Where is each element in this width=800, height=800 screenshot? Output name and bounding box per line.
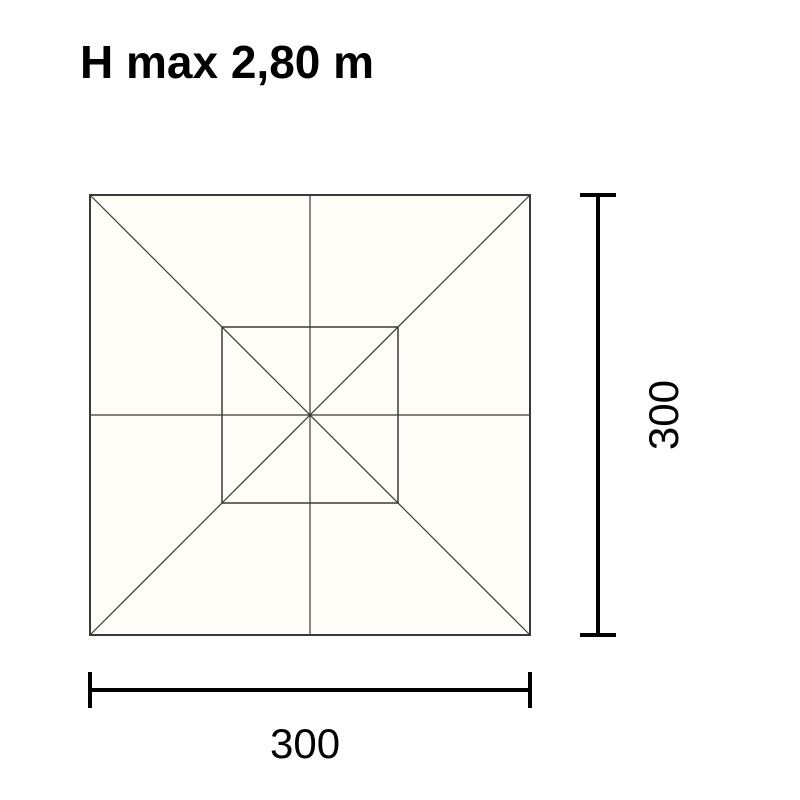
- page-title: H max 2,80 m: [80, 35, 374, 89]
- dimension-vertical-label: 300: [640, 380, 688, 450]
- dimension-horizontal-label: 300: [270, 720, 340, 768]
